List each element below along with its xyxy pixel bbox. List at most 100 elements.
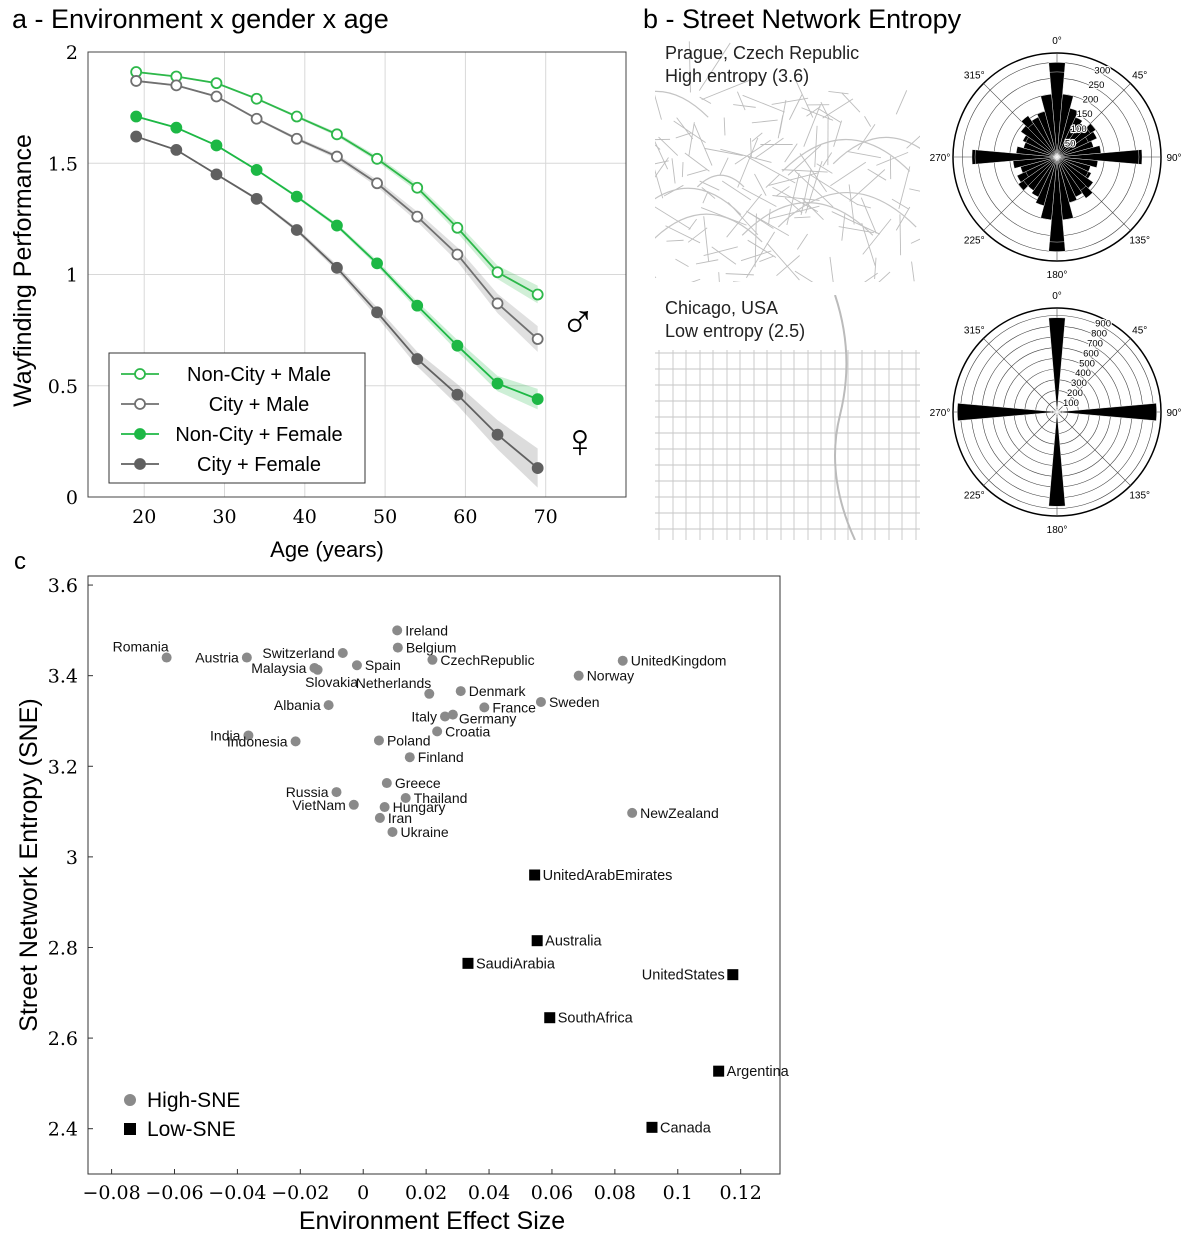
angle-label: 225°	[964, 491, 985, 502]
street-line	[777, 115, 784, 139]
polar-ring	[981, 336, 1133, 488]
high-sne-marker	[309, 662, 320, 673]
point-ukraine: Ukraine	[387, 824, 449, 840]
orientation-bar	[1049, 411, 1065, 502]
data-point	[210, 90, 223, 103]
prague-entropy-label: High entropy (3.6)	[665, 66, 810, 86]
street-line	[818, 108, 842, 124]
point-germany: Germany	[447, 709, 516, 727]
data-point	[170, 121, 183, 134]
data-point	[491, 377, 504, 390]
high-sne-marker	[331, 787, 342, 798]
orientation-bar	[1031, 156, 1058, 198]
point-label: Belgium	[406, 640, 457, 656]
point-slovakia: Slovakia	[305, 664, 358, 690]
x-tick-label: 0.12	[720, 1182, 762, 1204]
street-line	[687, 227, 708, 243]
orientation-bar	[1023, 142, 1058, 158]
point-ireland: Ireland	[392, 622, 448, 638]
orientation-bar	[1056, 407, 1059, 413]
angle-label: 0°	[1052, 36, 1062, 47]
angle-label: 315°	[964, 70, 985, 81]
x-tick-label: 20	[132, 506, 156, 528]
angle-label: 180°	[1047, 525, 1068, 536]
high-sne-marker	[400, 792, 411, 803]
orientation-bar	[1056, 411, 1059, 415]
orientation-bar	[1056, 156, 1074, 221]
legend-label: Non-City + Female	[175, 424, 342, 446]
plot-frame	[87, 575, 781, 1175]
high-sne-marker	[323, 700, 334, 711]
point-denmark: Denmark	[455, 683, 527, 699]
street-line	[665, 225, 701, 244]
street-line	[701, 187, 716, 199]
data-point	[130, 75, 143, 87]
angle-label: 315°	[964, 325, 985, 336]
orientation-bar	[1033, 119, 1058, 158]
series-line	[136, 80, 539, 340]
chicago-street-map: Chicago, USA Low entropy (2.5)	[655, 295, 920, 540]
y-tick-label: 3.4	[48, 666, 78, 688]
orientation-bar	[1056, 156, 1081, 195]
orientation-bar	[1056, 411, 1059, 415]
point-netherlands: Netherlands	[356, 675, 435, 699]
street-line	[688, 218, 697, 231]
point-label: Ukraine	[400, 824, 448, 840]
point-belgium: Belgium	[392, 640, 457, 656]
y-axis-label: Wayfinding Performance	[9, 134, 37, 407]
point-southafrica: SouthAfrica	[544, 1011, 634, 1027]
orientation-bar	[1023, 156, 1058, 172]
point-label: Indonesia	[227, 733, 288, 749]
orientation-bar	[1054, 411, 1058, 414]
x-tick-label: −0.06	[145, 1182, 203, 1204]
orientation-bar	[1025, 156, 1058, 166]
point-malaysia: Malaysia	[251, 660, 320, 676]
plot-frame	[87, 51, 627, 498]
orientation-bar	[1048, 62, 1066, 158]
legend-label: High-SNE	[147, 1089, 240, 1112]
orientation-bar	[1056, 111, 1078, 158]
x-tick-label: 30	[212, 506, 236, 528]
high-sne-marker	[432, 726, 443, 737]
prague-city-label: Prague, Czech Republic	[665, 43, 860, 63]
street-line	[754, 213, 757, 268]
y-tick-label: 1.5	[48, 153, 78, 175]
female-symbol: ♀	[562, 415, 598, 468]
polar-plot: 50 100 150 200 250 300 0° 45° 90° 135° 180° 225° 270…	[930, 36, 1182, 281]
low-sne-marker	[713, 1065, 725, 1077]
angle-label: 270°	[930, 408, 951, 419]
high-sne-marker	[573, 670, 584, 681]
street-line	[681, 162, 684, 178]
data-point	[210, 139, 223, 152]
legend-marker	[134, 368, 146, 380]
high-sne-marker	[392, 642, 403, 653]
point-india: India	[210, 727, 254, 743]
angle-label: 90°	[1166, 153, 1181, 164]
point-label: Russia	[286, 784, 329, 800]
confidence-band	[136, 80, 538, 352]
orientation-bar	[1056, 411, 1059, 415]
orientation-bar	[1055, 409, 1058, 413]
x-tick-label: 60	[453, 506, 477, 528]
point-label: Poland	[387, 732, 431, 748]
orientation-bar	[1056, 411, 1059, 417]
legend-label: Non-City + Male	[187, 364, 331, 386]
low-sne-marker	[531, 935, 543, 947]
street-line	[754, 137, 784, 159]
high-sne-marker	[627, 807, 638, 818]
high-sne-marker	[535, 696, 546, 707]
high-sne-marker	[373, 735, 384, 746]
radial-tick-label: 250	[1089, 80, 1105, 91]
orientation-bar	[1056, 411, 1060, 414]
point-label: Finland	[418, 749, 464, 765]
legend-low-sne-marker	[124, 1123, 136, 1135]
orientation-bar	[1025, 156, 1058, 178]
street-line	[698, 42, 731, 91]
street-line	[768, 208, 771, 225]
x-tick-label: 0.1	[663, 1182, 693, 1204]
street-line	[655, 138, 671, 141]
point-spain: Spain	[351, 657, 401, 673]
data-point	[170, 143, 183, 156]
orientation-bar	[1055, 411, 1058, 415]
